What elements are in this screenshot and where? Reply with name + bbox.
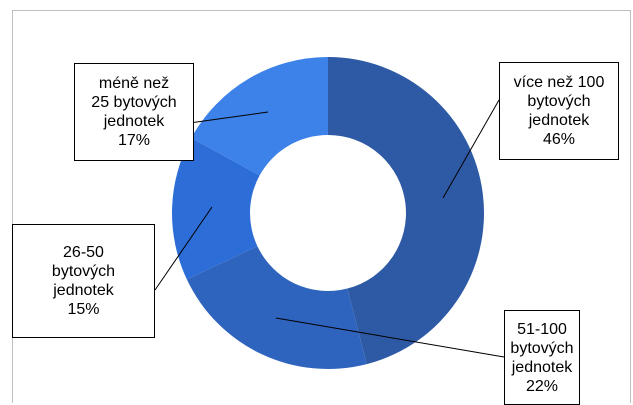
label-line: bytových [527, 93, 591, 110]
label-line: 51-100 [517, 320, 567, 338]
leader-26-50 [154, 206, 213, 291]
label-percent: 17% [117, 132, 151, 149]
label-line: 25 bytových [91, 94, 177, 111]
slice-26-50 [172, 137, 260, 280]
label-line: méně než [98, 75, 170, 92]
label-51-100: 51-100 bytových jednotek 22% [504, 310, 580, 405]
label-line: jednotek [103, 113, 165, 130]
label-line: jednotek [528, 112, 590, 129]
label-line: 26-50 [63, 244, 104, 261]
label-less-than-25: méně než 25 bytových jednotek 17% [74, 63, 194, 161]
label-26-50: 26-50 bytových jednotek 15% [12, 224, 155, 338]
label-percent: 46% [542, 131, 576, 148]
slice-more-than-100 [328, 57, 484, 365]
leader-more-than-100 [442, 99, 500, 199]
label-line: bytových [510, 339, 574, 357]
label-percent: 22% [525, 377, 559, 395]
slice-51-100 [186, 246, 367, 369]
label-line: jednotek [53, 282, 114, 299]
label-line: více než 100 [513, 74, 605, 91]
leader-51-100 [275, 317, 505, 358]
chart-frame [12, 10, 631, 403]
donut-slices [172, 56, 484, 369]
label-more-than-100: více než 100 bytových jednotek 46% [499, 62, 619, 160]
label-line: jednotek [511, 358, 573, 376]
label-line: bytových [51, 263, 116, 280]
label-percent: 15% [67, 301, 100, 318]
slice-less-than-25 [191, 56, 328, 176]
